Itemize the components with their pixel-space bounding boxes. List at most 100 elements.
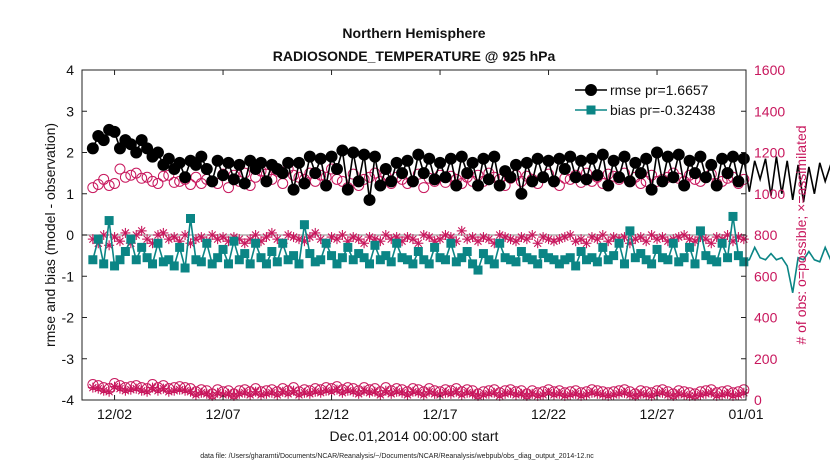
data-point [418, 182, 430, 194]
data-point [120, 247, 130, 256]
data-point [413, 247, 423, 256]
data-point [701, 251, 711, 261]
asterisk-stroke [490, 388, 499, 397]
data-point [419, 255, 429, 265]
data-point [266, 227, 277, 238]
data-point [461, 167, 474, 180]
asterisk-stroke [707, 388, 716, 397]
data-point [710, 179, 723, 192]
asterisk-stroke [512, 237, 520, 246]
data-point [354, 249, 364, 259]
y-right-tick-label: 800 [754, 227, 778, 243]
series-bias-pr-0-32438 [88, 211, 830, 293]
data-point [375, 255, 385, 265]
data-point [110, 261, 120, 271]
data-point [299, 220, 309, 230]
asterisk-stroke [506, 388, 515, 397]
data-point [240, 249, 250, 259]
asterisk-stroke [262, 233, 271, 241]
data-point [408, 259, 418, 269]
asterisk-stroke [636, 233, 645, 241]
data-point [521, 234, 532, 245]
asterisk-stroke [577, 235, 585, 244]
data-point [451, 257, 461, 267]
data-point [250, 386, 261, 397]
asterisk-stroke [495, 231, 504, 239]
data-point [520, 156, 533, 169]
data-point [136, 172, 148, 184]
data-point [142, 253, 152, 263]
asterisk-stroke [246, 390, 255, 399]
data-point [119, 171, 131, 183]
asterisk-stroke [148, 383, 157, 392]
data-point [462, 387, 473, 398]
data-point [407, 234, 418, 245]
data-point [380, 385, 391, 396]
data-point [213, 253, 223, 263]
data-point [267, 247, 277, 256]
data-point [234, 255, 244, 265]
data-point [288, 169, 300, 181]
data-point [202, 238, 212, 248]
asterisk-stroke [398, 388, 406, 397]
asterisk-stroke [484, 389, 493, 398]
data-point [547, 175, 560, 188]
asterisk-stroke [658, 233, 667, 241]
data-point [607, 154, 620, 167]
data-point [739, 257, 749, 267]
data-point [126, 234, 136, 244]
asterisk-stroke [512, 390, 520, 399]
data-point [222, 156, 235, 169]
data-point [439, 171, 452, 184]
data-point [206, 175, 219, 188]
data-point [721, 167, 734, 180]
data-point [168, 176, 180, 188]
data-point [331, 384, 342, 395]
data-point [614, 388, 625, 399]
data-point [374, 179, 387, 192]
data-point [151, 146, 164, 159]
asterisk-stroke [484, 235, 493, 244]
legend: rmse pr=1.6657 bias pr=-0.32438 [575, 82, 716, 118]
data-point [103, 180, 115, 191]
data-point [207, 259, 217, 269]
data-point [506, 255, 516, 265]
data-point [457, 253, 467, 263]
data-point [223, 259, 233, 269]
data-point [255, 156, 268, 169]
data-point [130, 146, 143, 159]
data-point [238, 177, 251, 190]
asterisk-stroke [479, 233, 488, 241]
asterisk-stroke [213, 388, 222, 397]
data-point [542, 154, 555, 167]
data-point [592, 388, 603, 399]
data-point [522, 253, 532, 263]
data-point [462, 247, 472, 256]
data-point [614, 238, 624, 248]
data-point [109, 177, 121, 189]
data-point [320, 179, 333, 192]
data-point [526, 175, 539, 188]
data-point [663, 255, 673, 265]
data-point [278, 238, 288, 248]
data-point [99, 259, 109, 269]
asterisk-stroke [240, 239, 249, 248]
asterisk-stroke [381, 231, 390, 239]
data-point [158, 383, 169, 394]
data-point [289, 251, 299, 261]
asterisk-stroke [267, 388, 276, 397]
asterisk-stroke [164, 387, 173, 396]
data-point [472, 179, 485, 192]
asterisk-stroke [159, 384, 168, 393]
asterisk-stroke [338, 231, 347, 239]
data-point [189, 158, 202, 171]
data-file-caption: data file: /Users/gharamti/Documents/NCA… [200, 453, 594, 460]
series-assimilated-lower- [87, 381, 749, 401]
data-point [341, 183, 354, 196]
data-point [343, 242, 353, 252]
x-tick-label: 12/27 [640, 406, 675, 422]
asterisk-stroke [474, 237, 482, 246]
data-point [363, 193, 376, 206]
data-point [115, 255, 125, 265]
asterisk-stroke [409, 235, 417, 244]
